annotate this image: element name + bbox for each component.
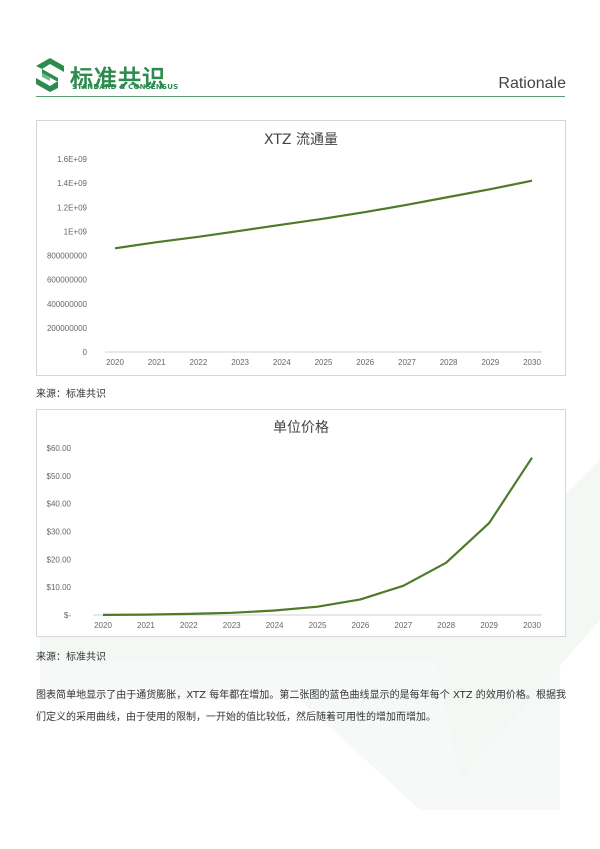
x-tick-label: 2023 bbox=[223, 621, 241, 630]
y-tick-label: $40.00 bbox=[47, 500, 72, 509]
y-tick-label: $30.00 bbox=[47, 528, 72, 537]
x-tick-label: 2027 bbox=[398, 358, 416, 367]
x-tick-label: 2027 bbox=[394, 621, 412, 630]
y-tick-label: $- bbox=[64, 611, 71, 620]
chart-source-note: 来源：标准共识 bbox=[36, 389, 106, 400]
x-tick-label: 2024 bbox=[266, 621, 284, 630]
body-paragraph: 图表简单地显示了由于通货膨胀，XTZ 每年都在增加。第二张图的蓝色曲线显示的是每… bbox=[36, 690, 566, 723]
circulation-chart-svg: XTZ 流通量 0 200000000 400000000 600000000 80000… bbox=[47, 132, 542, 367]
y-tick-label: 1.6E+09 bbox=[57, 155, 88, 164]
y-tick-label: 400000000 bbox=[47, 300, 88, 309]
x-tick-label: 2029 bbox=[480, 621, 498, 630]
y-tick-label: 1E+09 bbox=[64, 227, 88, 236]
chart-source-note: 来源：标准共识 bbox=[36, 652, 106, 663]
x-tick-label: 2028 bbox=[437, 621, 455, 630]
logo-icon bbox=[36, 58, 64, 92]
y-tick-label: 600000000 bbox=[47, 276, 88, 285]
x-tick-label: 2020 bbox=[94, 621, 112, 630]
series-line bbox=[102, 457, 533, 616]
x-tick-label: 2026 bbox=[352, 621, 370, 630]
x-tick-label: 2020 bbox=[106, 358, 124, 367]
x-tick-label: 2021 bbox=[148, 358, 166, 367]
x-tick-label: 2024 bbox=[273, 358, 291, 367]
y-tick-label: $60.00 bbox=[47, 444, 72, 453]
page-header: 标准共识 STANDARD & CONSENSUS Rationale bbox=[36, 58, 566, 98]
x-tick-label: 2021 bbox=[137, 621, 155, 630]
x-tick-label: 2030 bbox=[523, 621, 541, 630]
y-tick-label: 800000000 bbox=[47, 252, 88, 261]
x-tick-label: 2022 bbox=[180, 621, 198, 630]
logo-chinese-text: 标准共识 bbox=[70, 66, 166, 92]
y-tick-label: $50.00 bbox=[47, 472, 72, 481]
x-tick-label: 2028 bbox=[440, 358, 458, 367]
y-tick-label: 1.4E+09 bbox=[57, 179, 88, 188]
section-title: Rationale bbox=[498, 75, 566, 92]
logo-english-text: STANDARD & CONSENSUS bbox=[72, 83, 179, 91]
y-tick-label: 1.2E+09 bbox=[57, 203, 88, 212]
series-line bbox=[114, 179, 533, 250]
circulation-chart: XTZ 流通量 0 200000000 400000000 600000000 80000… bbox=[36, 120, 566, 376]
chart-title: 单位价格 bbox=[273, 420, 329, 436]
x-tick-label: 2029 bbox=[481, 358, 499, 367]
header-divider bbox=[36, 96, 565, 97]
x-tick-label: 2030 bbox=[523, 358, 541, 367]
x-tick-label: 2026 bbox=[356, 358, 374, 367]
x-tick-label: 2025 bbox=[315, 358, 333, 367]
x-tick-label: 2023 bbox=[231, 358, 249, 367]
unit-price-chart-svg: 单位价格 $- $10.00 $20.00 $30.00 $40.00 $50.00 $60.… bbox=[47, 420, 542, 630]
y-tick-label: 200000000 bbox=[47, 324, 88, 333]
y-tick-label: $20.00 bbox=[47, 555, 72, 564]
x-tick-label: 2025 bbox=[309, 621, 327, 630]
unit-price-chart: 单位价格 $- $10.00 $20.00 $30.00 $40.00 $50.00 $60.… bbox=[36, 409, 566, 637]
chart-title: XTZ 流通量 bbox=[264, 132, 338, 148]
y-tick-label: 0 bbox=[83, 348, 88, 357]
x-tick-label: 2022 bbox=[190, 358, 208, 367]
y-tick-label: $10.00 bbox=[47, 583, 72, 592]
